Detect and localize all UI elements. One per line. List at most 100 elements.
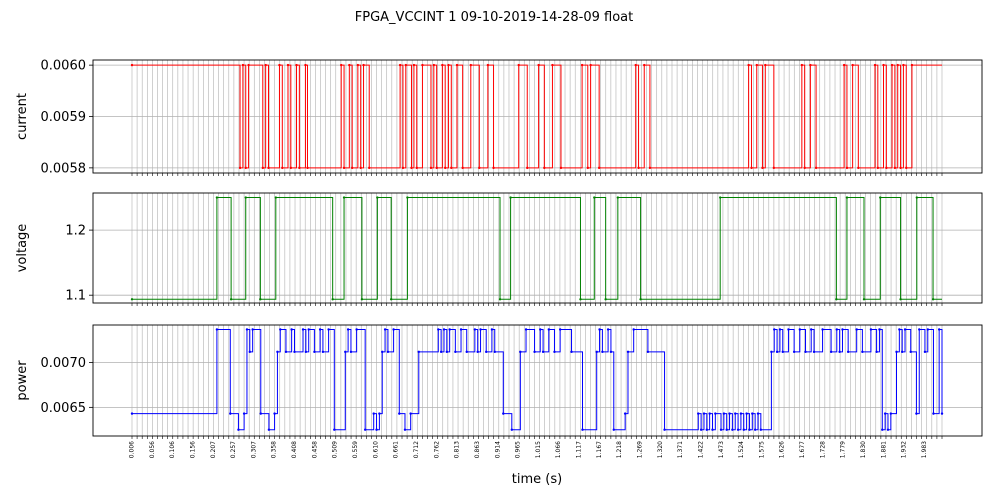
current-data-point xyxy=(876,166,880,170)
power-data-point xyxy=(838,350,841,354)
power-data-point xyxy=(734,412,737,415)
current-data-point xyxy=(410,166,413,170)
power-data-point xyxy=(869,328,873,331)
voltage-data-point xyxy=(244,196,247,199)
power-data-point xyxy=(937,328,941,331)
power-data-point xyxy=(437,328,440,331)
power-data-point xyxy=(846,350,850,354)
current-data-point xyxy=(486,63,490,67)
current-data-point xyxy=(537,63,540,67)
power-data-point xyxy=(821,328,824,331)
power-data-point xyxy=(926,328,929,331)
x-tick-label: 0.358 xyxy=(271,441,278,458)
current-data-point xyxy=(492,166,495,170)
current-data-point xyxy=(286,63,290,67)
current-data-point xyxy=(580,63,584,67)
current-data-point xyxy=(896,63,899,67)
power-data-point xyxy=(386,350,390,354)
current-data-point xyxy=(764,63,767,67)
power-data-point xyxy=(886,428,890,431)
current-data-point xyxy=(435,166,438,170)
current-data-point xyxy=(432,63,436,67)
power-data-point xyxy=(493,350,496,354)
current-data-point xyxy=(845,166,849,170)
x-tick-label: 1.728 xyxy=(819,441,826,458)
current-data-point xyxy=(469,63,472,67)
power-data-point xyxy=(719,428,723,431)
power-data-point xyxy=(632,328,635,331)
x-tick-label: 0.307 xyxy=(250,441,257,458)
power-data-point xyxy=(889,412,893,415)
current-data-point xyxy=(241,63,245,67)
power-data-point xyxy=(448,328,451,331)
current-data-point xyxy=(304,63,307,67)
current-data-point xyxy=(803,166,806,170)
x-tick-label: 1.830 xyxy=(860,441,867,458)
voltage-data-point xyxy=(509,196,512,199)
x-tick-label: 1.371 xyxy=(677,441,684,458)
power-data-point xyxy=(553,350,556,354)
x-tick-label: 0.106 xyxy=(169,441,176,458)
power-data-point xyxy=(812,350,816,354)
power-data-point xyxy=(940,412,944,415)
power-data-point xyxy=(570,350,573,354)
power-data-point xyxy=(349,350,353,354)
voltage-data-point xyxy=(593,196,596,199)
power-data-point xyxy=(344,350,347,354)
current-data-point xyxy=(450,166,453,170)
power-data-point xyxy=(485,350,488,354)
voltage-data-point xyxy=(360,298,364,301)
voltage-data-point xyxy=(862,298,866,301)
x-tick-label: 1.422 xyxy=(697,441,704,458)
current-data-point xyxy=(551,63,554,67)
current-data-point xyxy=(244,166,247,170)
x-tick-label: 1.677 xyxy=(799,441,806,458)
current-data-point xyxy=(755,63,758,67)
power-data-point xyxy=(787,328,790,331)
power-data-point xyxy=(745,412,748,415)
current-data-point xyxy=(264,63,267,67)
power-data-point xyxy=(363,428,367,431)
power-plot-area xyxy=(93,325,982,436)
current-data-point xyxy=(398,63,402,67)
x-tick-label: 0.914 xyxy=(494,441,501,458)
current-series-line xyxy=(132,64,942,169)
voltage-data-point xyxy=(389,298,393,301)
power-data-point xyxy=(301,328,305,331)
current-data-point xyxy=(589,63,592,67)
power-data-point xyxy=(229,412,232,415)
current-data-point xyxy=(421,63,424,67)
current-data-point xyxy=(857,166,860,170)
current-data-point xyxy=(750,166,753,170)
power-data-point xyxy=(697,412,700,415)
x-tick-label: 1.524 xyxy=(738,441,745,458)
power-data-point xyxy=(601,350,604,354)
x-tick-label: 0.762 xyxy=(433,441,440,458)
current-data-point xyxy=(885,166,888,170)
power-data-point xyxy=(903,328,907,331)
y-tick-label: 0.0060 xyxy=(41,59,87,74)
x-tick-label: 1.269 xyxy=(637,441,644,458)
power-data-point xyxy=(276,350,279,354)
x-tick-label: 0.965 xyxy=(515,441,522,458)
x-tick-label: 1.218 xyxy=(616,441,623,458)
power-data-point xyxy=(623,412,627,415)
power-data-point xyxy=(251,328,254,331)
power-data-point xyxy=(775,350,779,354)
power-data-point xyxy=(237,428,240,431)
power-data-point xyxy=(792,350,796,354)
x-tick-label: 0.610 xyxy=(372,441,379,458)
power-data-point xyxy=(708,412,711,415)
current-data-point xyxy=(893,166,897,170)
current-data-point xyxy=(350,166,354,170)
current-data-point xyxy=(772,166,776,170)
power-data-point xyxy=(883,412,887,415)
power-data-point xyxy=(313,350,316,354)
power-data-point xyxy=(333,428,336,431)
current-data-point xyxy=(278,63,281,67)
power-data-point xyxy=(273,412,276,415)
voltage-data-point xyxy=(616,196,620,199)
x-tick-label: 0.207 xyxy=(210,441,217,458)
power-data-point xyxy=(417,350,420,354)
power-data-point xyxy=(748,428,751,431)
